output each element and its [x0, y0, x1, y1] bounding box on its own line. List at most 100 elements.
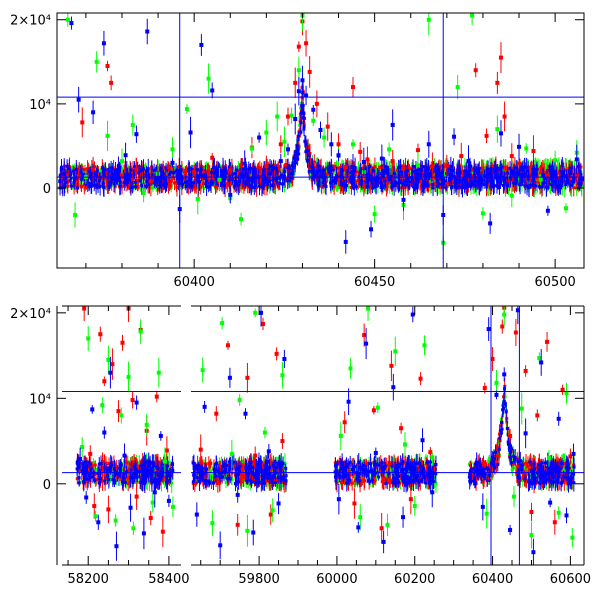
- band-point: [368, 164, 372, 168]
- band-point: [572, 186, 576, 190]
- band-point: [87, 181, 91, 185]
- band-point: [125, 172, 129, 176]
- band-point: [463, 185, 467, 189]
- band-point: [307, 154, 311, 158]
- band-point: [77, 166, 81, 170]
- band-point: [271, 184, 275, 188]
- band-point: [375, 167, 379, 171]
- band-point: [527, 174, 531, 178]
- band-point: [74, 183, 78, 187]
- band-point: [235, 168, 239, 172]
- band-point: [108, 177, 112, 181]
- band-point: [86, 167, 90, 171]
- band-point: [206, 172, 210, 176]
- band-point: [223, 167, 227, 171]
- band-point: [568, 179, 572, 183]
- band-point: [444, 186, 448, 190]
- band-point: [364, 180, 368, 184]
- band-point: [529, 183, 533, 187]
- band-point: [260, 168, 264, 172]
- band-point: [306, 149, 310, 153]
- band-point: [497, 186, 501, 190]
- band-point: [199, 169, 203, 173]
- band-point: [299, 106, 303, 110]
- band-point: [300, 107, 304, 111]
- band-point: [524, 165, 528, 169]
- band-point: [304, 142, 308, 146]
- band-point: [95, 169, 99, 173]
- band-point: [564, 166, 568, 170]
- band-point: [307, 165, 311, 169]
- band-point: [102, 173, 106, 177]
- band-point: [226, 172, 230, 176]
- band-point: [141, 167, 145, 171]
- band-point: [408, 171, 412, 175]
- band-point: [367, 173, 371, 177]
- band-point: [467, 168, 471, 172]
- band-point: [127, 177, 131, 181]
- band-point: [205, 164, 209, 168]
- band-point: [550, 183, 554, 187]
- band-point: [169, 170, 173, 174]
- band-point: [71, 169, 75, 173]
- band-point: [473, 174, 477, 178]
- band-point: [131, 177, 135, 181]
- band-point: [350, 179, 354, 183]
- band-point: [402, 183, 406, 187]
- band-point: [266, 179, 270, 183]
- band-point: [483, 174, 487, 178]
- band-point: [542, 171, 546, 175]
- band-point: [275, 179, 279, 183]
- band-point: [190, 184, 194, 188]
- band-point: [383, 184, 387, 188]
- band-point: [561, 173, 565, 177]
- band-point: [229, 180, 233, 184]
- band-point: [458, 170, 462, 174]
- band-point: [363, 167, 367, 171]
- band-point: [522, 165, 526, 169]
- band-point: [331, 168, 335, 172]
- band-point: [88, 170, 92, 174]
- band-point: [510, 178, 514, 182]
- band-point: [552, 170, 556, 174]
- band-point: [404, 173, 408, 177]
- band-point: [557, 165, 561, 169]
- band-point: [311, 164, 315, 168]
- band-point: [471, 182, 475, 186]
- band-point: [406, 180, 410, 184]
- band-point: [271, 167, 275, 171]
- band-point: [411, 165, 415, 169]
- band-point: [543, 177, 547, 181]
- band-point: [550, 181, 554, 185]
- band-point: [489, 167, 493, 171]
- band-point: [265, 176, 269, 180]
- band-point: [124, 179, 128, 183]
- band-point: [223, 173, 227, 177]
- band-point: [544, 171, 548, 175]
- band-point: [333, 164, 337, 168]
- band-point: [533, 176, 537, 180]
- band-point: [299, 130, 303, 134]
- band-point: [64, 180, 68, 184]
- band-point: [486, 172, 490, 176]
- band-point: [496, 180, 500, 184]
- band-point: [177, 164, 181, 168]
- band-point: [556, 185, 560, 189]
- band-point: [480, 166, 484, 170]
- band-point: [159, 174, 163, 178]
- band-point: [324, 184, 328, 188]
- band-point: [559, 186, 563, 190]
- band-point: [435, 184, 439, 188]
- band-point: [187, 177, 191, 181]
- band-point: [152, 181, 156, 185]
- band-point: [515, 171, 519, 175]
- band-point: [65, 164, 69, 168]
- band-point: [541, 174, 545, 178]
- band-point: [513, 172, 517, 176]
- band-point: [79, 165, 83, 169]
- band-point: [501, 167, 505, 171]
- band-point: [169, 179, 173, 183]
- band-point: [447, 167, 451, 171]
- band-point: [508, 176, 512, 180]
